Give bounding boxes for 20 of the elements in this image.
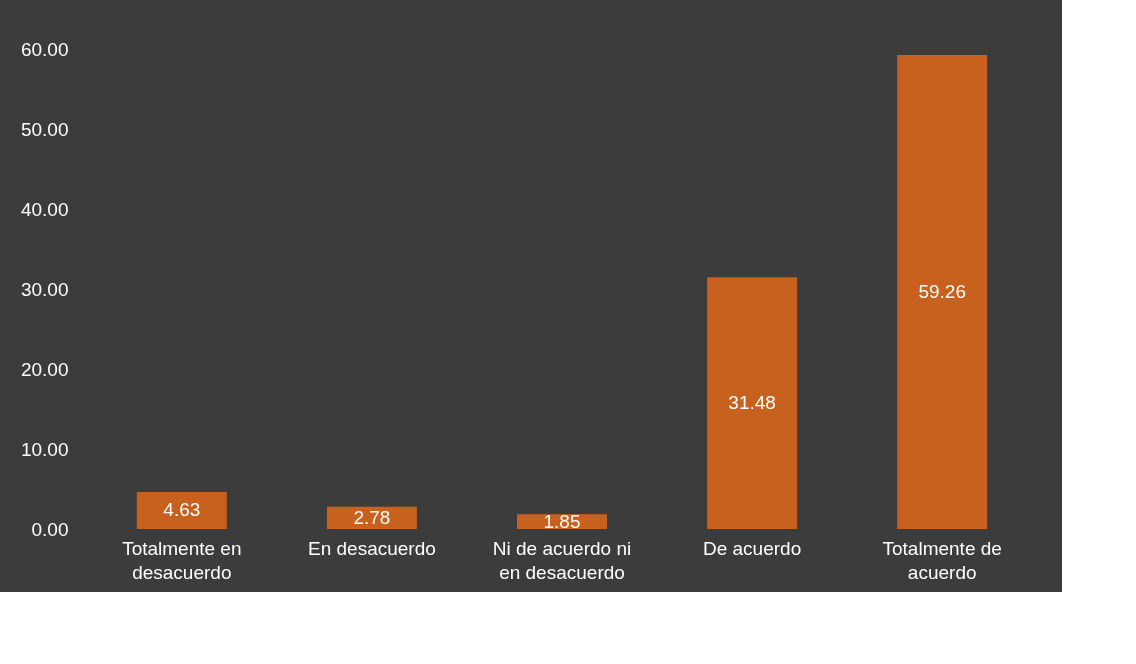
x-tick-label: De acuerdo [702,537,802,559]
x-tick-label: Totalmente de acuerdo [882,537,1002,583]
data-label: 1.85 [543,510,581,532]
bar [136,491,227,529]
y-tick-label: 50.00 [20,118,69,140]
y-tick-label: 60.00 [20,38,69,60]
data-label: 31.48 [728,392,776,414]
bar [707,277,798,529]
y-tick-label: 10.00 [20,438,69,460]
bar [897,54,988,529]
data-label: 4.63 [163,499,201,521]
y-tick-label: 0.00 [31,518,69,540]
x-tick-label: Totalmente en desacuerdo [122,537,242,583]
y-tick-label: 30.00 [20,278,69,300]
data-label: 2.78 [353,506,391,528]
y-tick-label: 20.00 [20,358,69,380]
data-label: 59.26 [918,280,966,302]
x-tick-label: Ni de acuerdo ni en desacuerdo [492,537,632,583]
x-tick-label: En desacuerdo [307,537,436,559]
y-tick-label: 40.00 [20,198,69,220]
